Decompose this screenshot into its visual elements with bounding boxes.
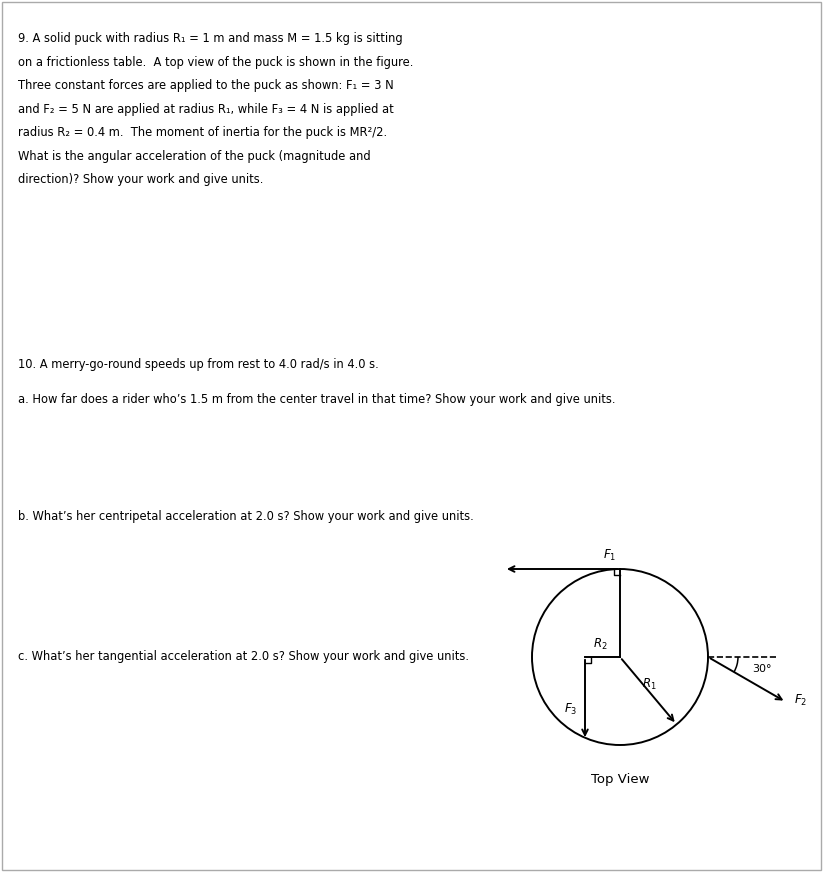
Text: b. What’s her centripetal acceleration at 2.0 s? Show your work and give units.: b. What’s her centripetal acceleration a…	[18, 510, 474, 523]
Text: radius R₂ = 0.4 m.  The moment of inertia for the puck is MR²/2.: radius R₂ = 0.4 m. The moment of inertia…	[18, 126, 387, 139]
Text: 10. A merry-go-round speeds up from rest to 4.0 rad/s in 4.0 s.: 10. A merry-go-round speeds up from rest…	[18, 358, 379, 371]
Text: 30°: 30°	[752, 664, 771, 674]
Text: $R_2$: $R_2$	[593, 637, 608, 652]
Text: 9. A solid puck with radius R₁ = 1 m and mass M = 1.5 kg is sitting: 9. A solid puck with radius R₁ = 1 m and…	[18, 32, 402, 45]
Text: $R_1$: $R_1$	[642, 677, 657, 692]
Text: c. What’s her tangential acceleration at 2.0 s? Show your work and give units.: c. What’s her tangential acceleration at…	[18, 650, 469, 663]
Text: direction)? Show your work and give units.: direction)? Show your work and give unit…	[18, 173, 263, 186]
Text: $F_3$: $F_3$	[564, 702, 577, 717]
Text: a. How far does a rider who’s 1.5 m from the center travel in that time? Show yo: a. How far does a rider who’s 1.5 m from…	[18, 393, 616, 406]
Text: Three constant forces are applied to the puck as shown: F₁ = 3 N: Three constant forces are applied to the…	[18, 79, 393, 92]
Text: $F_2$: $F_2$	[794, 692, 807, 707]
Text: What is the angular acceleration of the puck (magnitude and: What is the angular acceleration of the …	[18, 149, 370, 162]
Text: on a frictionless table.  A top view of the puck is shown in the figure.: on a frictionless table. A top view of t…	[18, 56, 413, 69]
Text: Top View: Top View	[591, 773, 649, 786]
Text: $F_1$: $F_1$	[603, 548, 616, 563]
Text: and F₂ = 5 N are applied at radius R₁, while F₃ = 4 N is applied at: and F₂ = 5 N are applied at radius R₁, w…	[18, 103, 393, 115]
